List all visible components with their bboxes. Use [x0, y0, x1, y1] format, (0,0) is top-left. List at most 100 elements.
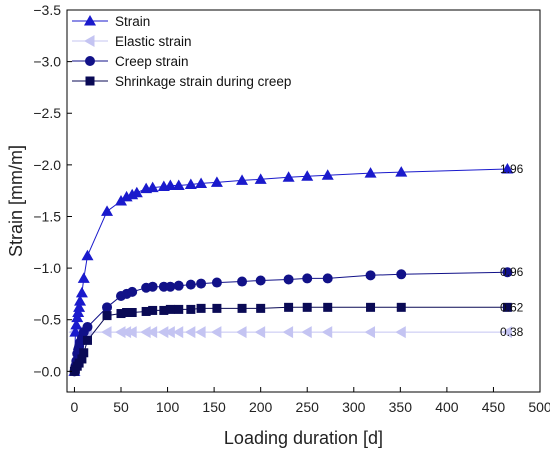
- data-point-elastic-strain: [172, 326, 184, 339]
- data-point-shrinkage-strain-during-creep: [237, 303, 247, 313]
- data-point-strain: [364, 167, 377, 178]
- data-point-strain: [74, 295, 87, 306]
- legend-marker-creep-strain: [85, 56, 95, 66]
- data-point-shrinkage-strain-during-creep: [186, 304, 196, 314]
- data-point-creep-strain: [147, 281, 158, 292]
- data-point-elastic-strain: [282, 326, 294, 339]
- y-tick-label: −0.0: [33, 363, 61, 379]
- data-point-creep-strain: [173, 280, 184, 291]
- data-point-elastic-strain: [321, 326, 333, 339]
- data-point-creep-strain: [102, 302, 113, 313]
- y-tick-label: −2.0: [33, 157, 61, 173]
- data-point-elastic-strain: [395, 326, 406, 339]
- data-point-strain: [81, 249, 94, 261]
- legend-label-strain: Strain: [115, 14, 150, 29]
- data-point-shrinkage-strain-during-creep: [323, 302, 333, 312]
- y-tick-label: −3.0: [33, 54, 61, 70]
- x-tick-label: 0: [71, 399, 79, 415]
- y-axis-title: Strain [mm/m]: [6, 145, 26, 257]
- data-point-shrinkage-strain-during-creep: [165, 304, 175, 314]
- data-point-elastic-strain: [254, 326, 266, 339]
- data-point-strain: [301, 170, 314, 181]
- data-point-shrinkage-strain-during-creep: [77, 354, 87, 364]
- series-layer: [68, 162, 514, 377]
- x-tick-label: 450: [482, 399, 506, 415]
- data-point-strain: [172, 179, 185, 191]
- data-point-strain: [254, 173, 267, 184]
- data-point-creep-strain: [302, 273, 313, 284]
- legend-label-creep-strain: Creep strain: [115, 54, 189, 69]
- legend-marker-shrinkage-strain-during-creep: [85, 76, 95, 86]
- data-point-strain: [282, 171, 295, 182]
- end-label-elastic-strain: 0.38: [500, 325, 524, 339]
- data-point-strain: [115, 195, 128, 206]
- data-point-strain: [184, 178, 197, 189]
- data-point-shrinkage-strain-during-creep: [148, 305, 158, 315]
- y-axis: −3.5 −3.0 −2.5 −2.0 −1.5 −1.0 −0.5 −0.0: [33, 2, 72, 379]
- end-label-shrinkage-strain-during-creep: 0.62: [500, 300, 524, 314]
- end-labels: 0.38 1.96 0.96 0.62: [500, 162, 524, 339]
- data-point-elastic-strain: [184, 326, 196, 339]
- data-point-strain: [130, 186, 143, 198]
- data-point-strain: [210, 176, 223, 187]
- data-point-strain: [236, 174, 249, 185]
- data-point-elastic-strain: [236, 326, 247, 339]
- series-strain: [68, 162, 514, 376]
- x-tick-label: 300: [342, 399, 366, 415]
- data-point-shrinkage-strain-during-creep: [302, 302, 312, 312]
- x-tick-label: 50: [113, 399, 129, 415]
- y-tick-label: −1.5: [33, 208, 61, 224]
- data-point-creep-strain: [237, 276, 248, 287]
- legend-label-shrinkage-strain-during-creep: Shrinkage strain during creep: [115, 74, 291, 89]
- x-axis-title: Loading duration [d]: [224, 428, 383, 448]
- data-point-elastic-strain: [146, 326, 158, 339]
- data-point-creep-strain: [196, 278, 207, 289]
- data-point-shrinkage-strain-during-creep: [174, 304, 184, 314]
- data-point-creep-strain: [127, 286, 138, 297]
- data-point-elastic-strain: [101, 326, 112, 339]
- legend-label-elastic-strain: Elastic strain: [115, 34, 192, 49]
- data-point-strain: [146, 181, 159, 193]
- data-point-shrinkage-strain-during-creep: [366, 302, 376, 312]
- data-point-creep-strain: [283, 274, 294, 285]
- data-point-shrinkage-strain-during-creep: [82, 335, 92, 345]
- series-creep-strain: [69, 267, 513, 377]
- end-label-creep-strain: 0.96: [500, 265, 524, 279]
- data-point-creep-strain: [255, 275, 266, 286]
- data-point-elastic-strain: [126, 326, 137, 339]
- data-point-strain: [77, 272, 90, 283]
- data-point-elastic-strain: [140, 326, 151, 339]
- data-point-elastic-strain: [157, 326, 169, 339]
- data-point-shrinkage-strain-during-creep: [141, 306, 151, 316]
- data-point-shrinkage-strain-during-creep: [396, 302, 406, 312]
- data-point-creep-strain: [185, 279, 196, 290]
- y-tick-label: −0.5: [33, 312, 61, 328]
- data-point-shrinkage-strain-during-creep: [122, 308, 132, 318]
- data-point-elastic-strain: [120, 326, 132, 339]
- data-point-strain: [75, 286, 88, 298]
- legend-marker-strain: [84, 15, 96, 26]
- x-tick-label: 200: [249, 399, 273, 415]
- data-point-elastic-strain: [364, 326, 376, 339]
- data-point-shrinkage-strain-during-creep: [159, 305, 169, 315]
- series-shrinkage-strain-during-creep: [69, 302, 512, 376]
- data-point-strain: [501, 162, 514, 174]
- data-point-creep-strain: [165, 281, 176, 292]
- data-point-elastic-strain: [301, 326, 312, 339]
- x-tick-label: 350: [389, 399, 413, 415]
- data-point-creep-strain: [211, 277, 222, 288]
- data-point-creep-strain: [82, 321, 93, 332]
- x-tick-label: 150: [202, 399, 226, 415]
- x-tick-label: 100: [156, 399, 180, 415]
- data-point-creep-strain: [502, 267, 513, 278]
- data-point-shrinkage-strain-during-creep: [284, 302, 294, 312]
- data-point-strain: [69, 326, 82, 337]
- data-point-creep-strain: [365, 270, 376, 281]
- data-point-elastic-strain: [210, 326, 222, 339]
- x-tick-label: 400: [435, 399, 459, 415]
- legend: Strain Elastic strain Creep strain Shrinkag…: [72, 14, 291, 89]
- data-point-strain: [321, 169, 334, 180]
- data-point-shrinkage-strain-during-creep: [127, 308, 137, 318]
- data-point-shrinkage-strain-during-creep: [116, 309, 126, 319]
